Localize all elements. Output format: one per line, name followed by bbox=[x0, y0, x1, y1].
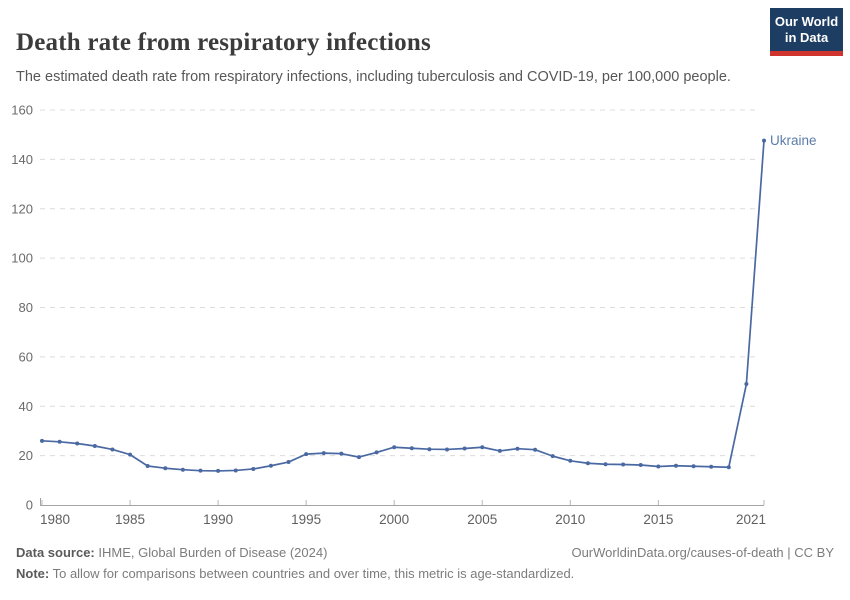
data-point[interactable] bbox=[57, 439, 62, 444]
data-point[interactable] bbox=[286, 460, 291, 465]
chart-note: Note: To allow for comparisons between c… bbox=[16, 566, 834, 581]
data-point[interactable] bbox=[128, 452, 133, 457]
data-point[interactable] bbox=[304, 452, 309, 457]
series-label-ukraine[interactable]: Ukraine bbox=[770, 133, 817, 148]
chart-note-text: To allow for comparisons between countri… bbox=[49, 566, 575, 581]
data-point[interactable] bbox=[656, 464, 661, 469]
data-point[interactable] bbox=[233, 468, 238, 473]
chart-footer: Data source: IHME, Global Burden of Dise… bbox=[16, 545, 834, 581]
x-tick-label: 1995 bbox=[291, 512, 321, 527]
data-point[interactable] bbox=[744, 382, 749, 387]
data-source-text: IHME, Global Burden of Disease (2024) bbox=[94, 545, 328, 560]
x-tick-label: 2005 bbox=[467, 512, 497, 527]
x-tick-label: 1990 bbox=[203, 512, 233, 527]
data-point[interactable] bbox=[533, 447, 538, 452]
data-point[interactable] bbox=[762, 138, 766, 143]
y-tick-label: 120 bbox=[11, 201, 33, 216]
chart-subtitle: The estimated death rate from respirator… bbox=[16, 68, 731, 85]
y-tick-label: 60 bbox=[19, 349, 33, 364]
data-point[interactable] bbox=[480, 445, 485, 450]
data-source: Data source: IHME, Global Burden of Dise… bbox=[16, 545, 327, 560]
x-tick-label: 2010 bbox=[555, 512, 585, 527]
data-point[interactable] bbox=[409, 446, 414, 451]
data-point[interactable] bbox=[198, 468, 203, 473]
y-tick-label: 160 bbox=[11, 103, 33, 118]
owid-citation-link[interactable]: OurWorldinData.org/causes-of-death | CC … bbox=[571, 545, 834, 560]
data-point[interactable] bbox=[145, 463, 150, 468]
data-point[interactable] bbox=[621, 462, 626, 467]
data-point[interactable] bbox=[691, 464, 696, 469]
data-point[interactable] bbox=[216, 468, 221, 473]
data-point[interactable] bbox=[427, 447, 432, 452]
data-point[interactable] bbox=[374, 450, 379, 455]
x-tick-label: 2021 bbox=[736, 512, 766, 527]
data-point[interactable] bbox=[339, 451, 344, 456]
data-point[interactable] bbox=[515, 446, 520, 451]
owid-logo-line1: Our World bbox=[774, 14, 839, 29]
x-tick-label: 1985 bbox=[115, 512, 145, 527]
y-tick-label: 0 bbox=[26, 498, 33, 513]
data-point[interactable] bbox=[268, 463, 273, 468]
data-point[interactable] bbox=[356, 455, 361, 460]
data-point[interactable] bbox=[673, 463, 678, 468]
y-tick-label: 20 bbox=[19, 448, 33, 463]
data-point[interactable] bbox=[638, 463, 643, 468]
data-point[interactable] bbox=[568, 458, 573, 463]
data-point[interactable] bbox=[462, 446, 467, 451]
data-point[interactable] bbox=[40, 438, 44, 443]
data-point[interactable] bbox=[603, 462, 608, 467]
y-tick-label: 40 bbox=[19, 399, 33, 414]
y-tick-label: 140 bbox=[11, 152, 33, 167]
y-tick-label: 80 bbox=[19, 300, 33, 315]
x-tick-label: 2015 bbox=[643, 512, 673, 527]
data-line[interactable] bbox=[41, 140, 765, 472]
data-point[interactable] bbox=[726, 465, 731, 470]
data-point[interactable] bbox=[321, 451, 326, 456]
owid-logo[interactable]: Our World in Data bbox=[770, 8, 843, 56]
chart-title: Death rate from respiratory infections bbox=[16, 28, 431, 56]
y-tick-label: 100 bbox=[11, 251, 33, 266]
x-tick-label: 1980 bbox=[40, 512, 70, 527]
x-tick-label: 2000 bbox=[379, 512, 409, 527]
chart-note-label: Note: bbox=[16, 566, 50, 581]
owid-logo-line2: in Data bbox=[784, 29, 829, 45]
data-point[interactable] bbox=[75, 441, 80, 446]
data-point[interactable] bbox=[251, 466, 256, 471]
data-point[interactable] bbox=[180, 467, 185, 472]
data-point[interactable] bbox=[709, 464, 714, 469]
data-point[interactable] bbox=[445, 447, 450, 452]
data-point[interactable] bbox=[110, 447, 115, 452]
data-source-label: Data source: bbox=[16, 545, 95, 560]
data-point[interactable] bbox=[92, 443, 97, 448]
data-point[interactable] bbox=[550, 454, 555, 459]
data-point[interactable] bbox=[163, 466, 168, 471]
data-point[interactable] bbox=[497, 448, 502, 453]
data-point[interactable] bbox=[585, 461, 590, 466]
data-point[interactable] bbox=[392, 445, 397, 450]
